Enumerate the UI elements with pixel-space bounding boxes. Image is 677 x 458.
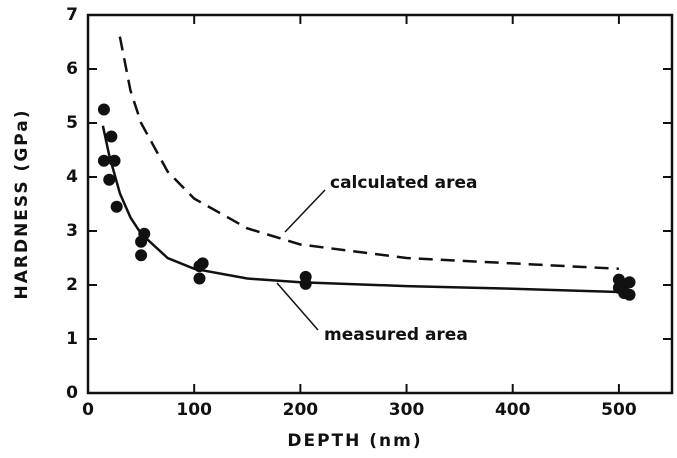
data-point [97, 103, 110, 116]
x-tick-label: 0 [82, 400, 94, 420]
y-tick-label: 3 [66, 221, 78, 241]
y-axis-label: HARDNESS (GPa) [12, 108, 32, 299]
y-tick-label: 5 [66, 113, 78, 133]
x-tick-label: 400 [495, 400, 531, 420]
x-tick-label: 500 [601, 400, 637, 420]
data-point [97, 154, 110, 167]
y-tick-label: 0 [66, 383, 78, 403]
data-point [138, 227, 151, 240]
x-axis-label: DEPTH (nm) [287, 431, 422, 451]
data-point [105, 130, 118, 143]
y-tick-label: 4 [66, 167, 78, 187]
plot-frame [86, 13, 674, 395]
y-tick-label: 6 [66, 59, 78, 79]
leader-line [284, 189, 326, 233]
data-point [135, 249, 148, 262]
data-point [196, 257, 209, 270]
annotation: measured area [324, 325, 468, 345]
data-point [299, 277, 312, 290]
data-point [612, 281, 625, 294]
y-tick-label: 2 [66, 275, 78, 295]
y-tick-label: 1 [66, 329, 78, 349]
annotation: calculated area [330, 173, 477, 193]
x-tick-label: 100 [176, 400, 212, 420]
leader-line [276, 282, 319, 331]
data-point [193, 272, 206, 285]
y-tick-label: 7 [66, 5, 78, 25]
data-point [103, 173, 116, 186]
curve [101, 125, 619, 294]
data-point [623, 288, 636, 301]
data-point [623, 276, 636, 289]
curve [118, 36, 619, 271]
data-point [108, 154, 121, 167]
x-tick-label: 300 [389, 400, 425, 420]
data-point [110, 200, 123, 213]
x-tick-label: 200 [283, 400, 319, 420]
